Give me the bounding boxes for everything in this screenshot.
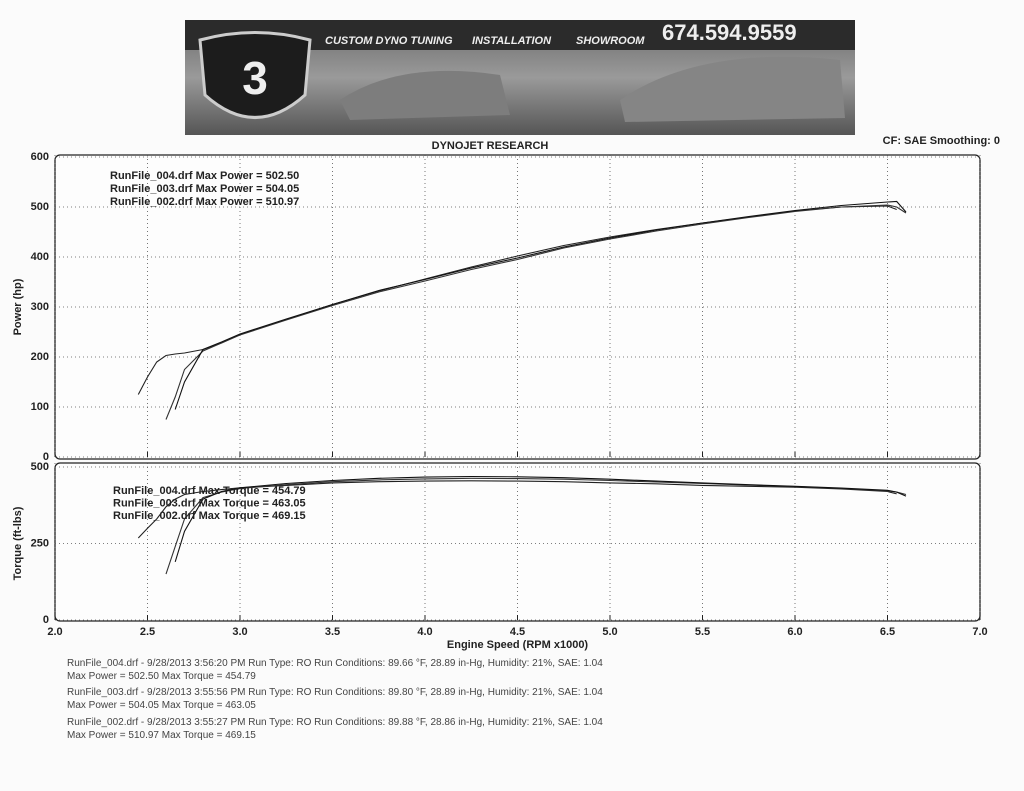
y-tick-label: 400 (31, 251, 49, 263)
x-tick-label: 7.0 (972, 626, 987, 638)
run-note: Max Power = 510.97 Max Torque = 469.15 (67, 730, 256, 741)
annotation: RunFile_002.drf Max Torque = 469.15 (113, 510, 306, 522)
y-tick-label: 0 (43, 614, 49, 626)
run-note: RunFile_003.drf - 9/28/2013 3:55:56 PM R… (67, 687, 603, 698)
y-tick-label: 200 (31, 351, 49, 363)
x-tick-label: 6.0 (787, 626, 802, 638)
y-tick-label: 500 (31, 201, 49, 213)
x-tick-label: 4.5 (510, 626, 525, 638)
x-tick-label: 5.0 (602, 626, 617, 638)
annotation: RunFile_003.drf Max Torque = 463.05 (113, 497, 306, 509)
x-tick-label: 5.5 (695, 626, 710, 638)
x-tick-label: 6.5 (880, 626, 895, 638)
y-tick-label: 100 (31, 401, 49, 413)
y-axis-label: Torque (ft-lbs) (12, 506, 24, 580)
y-tick-label: 500 (31, 461, 49, 473)
phone: 674.594.9559 (662, 20, 797, 45)
x-tick-label: 3.0 (232, 626, 247, 638)
tagline: CUSTOM DYNO TUNING (325, 35, 453, 47)
run-note: Max Power = 502.50 Max Torque = 454.79 (67, 671, 256, 682)
annotation: RunFile_002.drf Max Power = 510.97 (110, 196, 299, 208)
annotation: RunFile_004.drf Max Torque = 454.79 (113, 485, 306, 497)
data-line (174, 475, 907, 563)
y-tick-label: 300 (31, 301, 49, 313)
data-line (174, 200, 907, 410)
data-line (165, 204, 907, 420)
run-note: RunFile_002.drf - 9/28/2013 3:55:27 PM R… (67, 717, 603, 728)
x-axis-label: Engine Speed (RPM x1000) (447, 639, 589, 651)
annotation: RunFile_004.drf Max Power = 502.50 (110, 170, 299, 182)
y-tick-label: 600 (31, 151, 49, 163)
report-title: DYNOJET RESEARCH (432, 140, 549, 152)
annotation: RunFile_003.drf Max Power = 504.05 (110, 183, 299, 195)
settings: CF: SAE Smoothing: 0 (883, 135, 1000, 147)
run-note: Max Power = 504.05 Max Torque = 463.05 (67, 700, 256, 711)
run-note: RunFile_004.drf - 9/28/2013 3:56:20 PM R… (67, 658, 603, 669)
y-tick-label: 0 (43, 451, 49, 463)
y-tick-label: 250 (31, 537, 49, 549)
x-tick-label: 4.0 (417, 626, 432, 638)
tagline: INSTALLATION (472, 35, 552, 47)
x-tick-label: 3.5 (325, 626, 340, 638)
y-axis-label: Power (hp) (12, 278, 24, 335)
svg-text:3: 3 (242, 52, 268, 104)
x-tick-label: 2.0 (47, 626, 62, 638)
data-line (137, 480, 897, 539)
x-tick-label: 2.5 (140, 626, 155, 638)
banner: 3 CUSTOM DYNO TUNING INSTALLATION SHOWRO… (185, 20, 855, 135)
tagline: SHOWROOM (576, 35, 645, 47)
